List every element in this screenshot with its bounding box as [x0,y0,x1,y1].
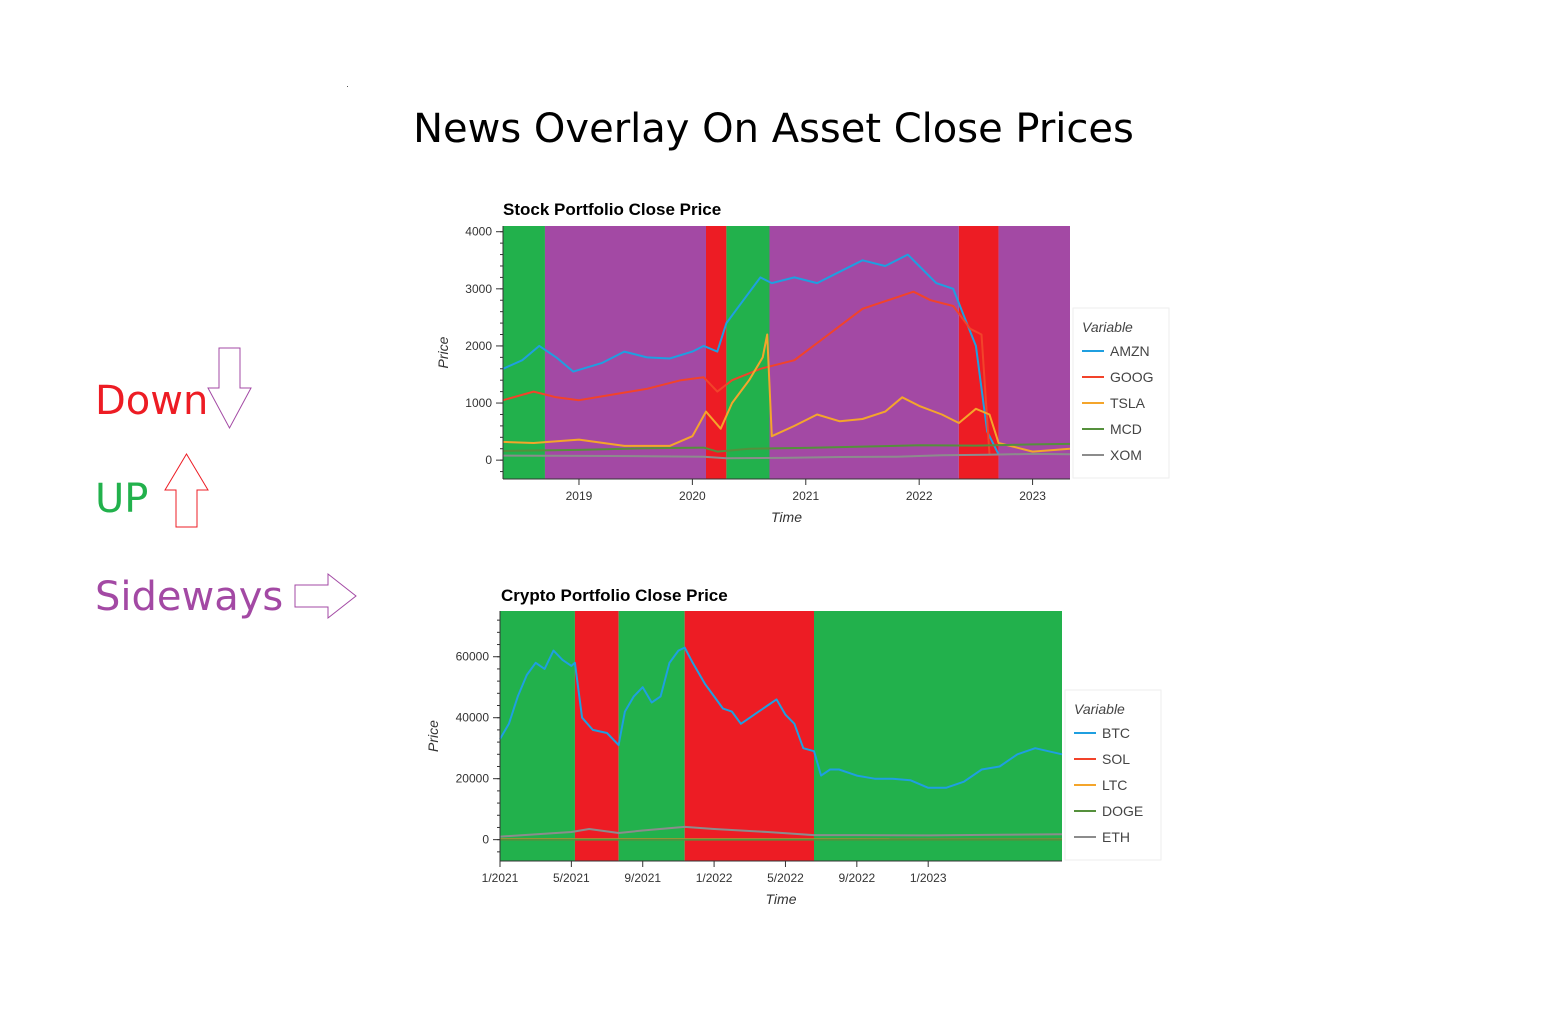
legend-entry-tsla[interactable]: TSLA [1110,395,1146,411]
legend-entry-eth[interactable]: ETH [1102,829,1130,845]
x-tick-label: 5/2022 [767,871,804,885]
key-label-down: Down [95,378,209,424]
x-tick-label: 1/2022 [696,871,733,885]
x-tick-label: 2019 [566,489,593,503]
legend-entry-sol[interactable]: SOL [1102,751,1130,767]
series-line-btc [499,646,1063,789]
y-tick-label: 3000 [465,282,492,296]
series-line-tsla [502,333,1071,453]
y-tick-label: 40000 [456,711,490,725]
x-tick-label: 5/2021 [553,871,590,885]
trend-region-down [958,226,999,479]
up-arrow-icon [164,453,209,528]
legend-entry-goog[interactable]: GOOG [1110,369,1154,385]
down-arrow-icon [207,347,252,430]
right-arrow-icon [294,572,357,620]
legend-box [1064,689,1162,861]
crypto-chart-title: Crypto Portfolio Close Price [501,586,728,605]
x-tick-label: 2023 [1019,489,1046,503]
crypto-chart[interactable]: 0 20000 40000 60000 1/2021 5/2021 9/2021 1/2022… [420,606,1180,916]
x-tick-label: 2021 [792,489,819,503]
stock-chart-title: Stock Portfolio Close Price [503,200,722,219]
y-tick-label: 20000 [456,772,490,786]
legend-title: Variable [1082,319,1133,335]
x-tick-label: 9/2021 [624,871,661,885]
legend-entry-xom[interactable]: XOM [1110,447,1142,463]
x-tick-label: 9/2022 [838,871,875,885]
legend-entry-ltc[interactable]: LTC [1102,777,1127,793]
legend-box [1072,307,1170,479]
series-line-mcd [502,442,1071,453]
stray-dot [347,86,348,87]
series-line-amzn [502,253,1000,455]
y-tick-label: 1000 [465,396,492,410]
trend-region-up [726,226,770,479]
legend-entry-mcd[interactable]: MCD [1110,421,1142,437]
series-line-xom [502,452,1071,460]
x-tick-label: 2020 [679,489,706,503]
trend-region-up [618,611,685,861]
x-axis-label: Time [771,509,802,525]
legend-entry-btc[interactable]: BTC [1102,725,1130,741]
x-tick-label: 1/2021 [482,871,519,885]
y-axis-label: Price [435,336,451,368]
y-tick-label: 2000 [465,339,492,353]
y-axis-label: Price [425,720,441,752]
legend-title: Variable [1074,701,1125,717]
trend-region-down [705,226,727,479]
trend-region-up [500,611,575,861]
key-label-up: UP [95,476,149,522]
series-line-eth [499,825,1063,838]
x-axis-label: Time [766,891,797,907]
key-label-sideways: Sideways [95,574,284,620]
trend-region-up [814,611,1062,861]
series-line-goog [502,290,991,455]
trend-region-sideways [769,226,959,479]
trend-region-down [684,611,815,861]
x-tick-label: 2022 [906,489,933,503]
x-tick-label: 1/2023 [910,871,947,885]
legend-entry-doge[interactable]: DOGE [1102,803,1143,819]
stock-chart[interactable]: 0 1000 2000 3000 4000 2019 2020 2021 2022 2023 Tim… [420,222,1180,532]
y-tick-label: 0 [485,453,492,467]
trend-region-sideways [998,226,1070,479]
y-tick-label: 4000 [465,225,492,239]
trend-region-down [574,611,619,861]
legend-entry-amzn[interactable]: AMZN [1110,343,1150,359]
trend-region-up [503,226,545,479]
page-title: News Overlay On Asset Close Prices [413,106,1134,152]
y-tick-label: 0 [482,833,489,847]
y-tick-label: 60000 [456,650,490,664]
